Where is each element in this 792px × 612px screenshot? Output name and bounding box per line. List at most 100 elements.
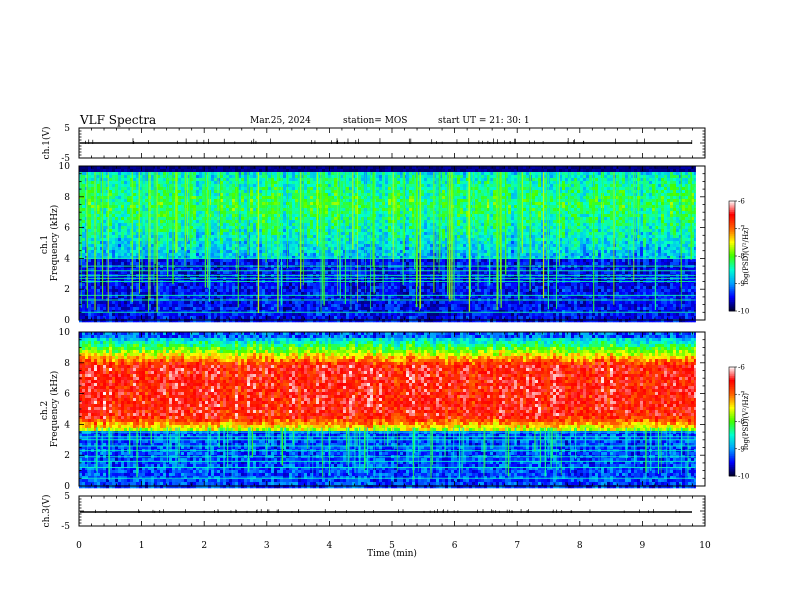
spectrogram-cell — [274, 226, 277, 229]
spectrogram-cell — [133, 259, 136, 262]
spectrogram-cell — [106, 217, 109, 220]
spectrogram-cell — [172, 319, 175, 322]
spectrogram-cell — [226, 223, 229, 226]
spectrogram-cell — [226, 271, 229, 274]
spectrogram-cell — [166, 286, 169, 289]
spectrogram-cell — [190, 250, 193, 253]
spectrogram-cell — [199, 310, 202, 313]
spectrogram-cell — [178, 319, 181, 322]
spectrogram-cell — [133, 265, 136, 268]
spectrogram-cell — [232, 262, 235, 265]
spectrogram-cell — [133, 319, 136, 322]
spectrogram-cell — [250, 196, 253, 199]
spectrogram-cell — [169, 307, 172, 310]
spectrogram-cell — [169, 301, 172, 304]
spectrogram-cell — [133, 193, 136, 196]
spectrogram-cell — [214, 265, 217, 268]
spectrogram-cell — [205, 304, 208, 307]
spectrogram-cell — [307, 235, 310, 238]
spectrogram-cell — [211, 190, 214, 193]
spectrogram-cell — [331, 253, 334, 256]
spectrogram-cell — [118, 283, 121, 286]
spectrogram-cell — [259, 229, 262, 232]
spectrogram-cell — [181, 283, 184, 286]
spectrogram-cell — [145, 301, 148, 304]
spectrogram-cell — [217, 307, 220, 310]
spectrogram-cell — [196, 211, 199, 214]
spectrogram-cell — [259, 211, 262, 214]
spectrogram-cell — [178, 283, 181, 286]
spectrogram-cell — [106, 313, 109, 316]
spectrogram-cell — [166, 313, 169, 316]
spectrogram-cell — [262, 265, 265, 268]
spectrogram-cell — [316, 250, 319, 253]
spectrogram-cell — [262, 175, 265, 178]
spectrogram-cell — [190, 169, 193, 172]
spectrogram-cell — [124, 292, 127, 295]
spectrogram-cell — [91, 286, 94, 289]
spectrogram-cell — [88, 205, 91, 208]
spectrogram-cell — [118, 220, 121, 223]
spectrogram-cell — [346, 307, 349, 310]
spectrogram-cell — [304, 304, 307, 307]
spectrogram-cell — [325, 169, 328, 172]
spectrogram-cell — [199, 244, 202, 247]
spectrogram-cell — [196, 220, 199, 223]
spectrogram-cell — [346, 208, 349, 211]
spectrogram-cell — [244, 244, 247, 247]
spectrogram-cell — [115, 250, 118, 253]
spectrogram-cell — [127, 211, 130, 214]
spectrogram-cell — [268, 259, 271, 262]
spectrogram-cell — [292, 211, 295, 214]
spectrogram-cell — [283, 250, 286, 253]
spectrogram-cell — [283, 238, 286, 241]
spectrogram-cell — [334, 217, 337, 220]
spectrogram-cell — [190, 313, 193, 316]
spectrogram-cell — [283, 244, 286, 247]
spectrogram-cell — [334, 229, 337, 232]
spectrogram-cell — [127, 190, 130, 193]
spectrogram-cell — [211, 220, 214, 223]
spectrogram-cell — [115, 226, 118, 229]
spectrogram-cell — [127, 271, 130, 274]
spectrogram-cell — [271, 292, 274, 295]
spectrogram-cell — [316, 247, 319, 250]
spectrogram-cell — [265, 301, 268, 304]
spectrogram-cell — [148, 316, 151, 319]
spectrogram-cell — [289, 307, 292, 310]
spectrogram-cell — [178, 250, 181, 253]
spectrogram-cell — [316, 310, 319, 313]
spectrogram-cell — [316, 304, 319, 307]
spectrogram-cell — [196, 196, 199, 199]
spectrogram-cell — [196, 178, 199, 181]
spectrogram-cell — [313, 307, 316, 310]
spectrogram-cell — [274, 244, 277, 247]
spectrogram-cell — [325, 250, 328, 253]
spectrogram-cell — [190, 304, 193, 307]
spectrogram-cell — [133, 178, 136, 181]
spectrogram-cell — [229, 253, 232, 256]
spectrogram-cell — [130, 310, 133, 313]
spectrogram-cell — [163, 301, 166, 304]
spectrogram-cell — [325, 208, 328, 211]
spectrogram-cell — [184, 301, 187, 304]
spectrogram-cell — [304, 187, 307, 190]
spectrogram-cell — [304, 283, 307, 286]
spectrogram-cell — [217, 250, 220, 253]
spectrogram-cell — [121, 313, 124, 316]
spectrogram-cell — [166, 289, 169, 292]
spectrogram-cell — [250, 190, 253, 193]
spectrogram-cell — [259, 199, 262, 202]
spectrogram-cell — [238, 319, 241, 322]
spectrogram-cell — [88, 289, 91, 292]
spectrogram-cell — [145, 310, 148, 313]
spectrogram-cell — [223, 211, 226, 214]
spectrogram-cell — [145, 253, 148, 256]
spectrogram-cell — [190, 265, 193, 268]
spectrogram-cell — [310, 181, 313, 184]
spectrogram-cell — [295, 232, 298, 235]
spectrogram-cell — [334, 310, 337, 313]
spectrogram-cell — [229, 214, 232, 217]
spectrogram-cell — [127, 307, 130, 310]
spectrogram-cell — [346, 175, 349, 178]
